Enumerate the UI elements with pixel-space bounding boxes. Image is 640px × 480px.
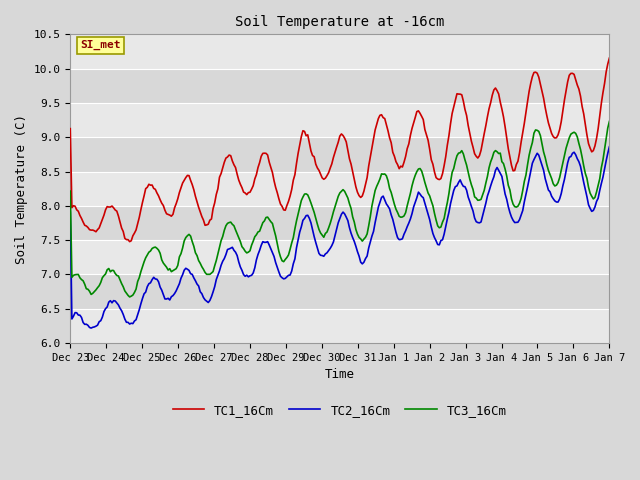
TC1_16Cm xyxy=(126,239,134,244)
Bar xyxy=(70,35,609,69)
TC1_16Cm xyxy=(77,216,85,221)
TC3_16Cm xyxy=(605,119,613,124)
TC3_16Cm xyxy=(497,150,504,156)
TC1_16Cm xyxy=(67,126,74,132)
Bar xyxy=(70,275,609,309)
Text: SI_met: SI_met xyxy=(80,40,120,50)
TC2_16Cm xyxy=(67,209,74,215)
TC3_16Cm xyxy=(126,294,134,300)
Bar xyxy=(70,240,609,275)
TC3_16Cm xyxy=(235,235,243,240)
Bar xyxy=(70,309,609,343)
TC2_16Cm xyxy=(479,213,486,218)
TC2_16Cm xyxy=(605,144,613,150)
Line: TC2_16Cm: TC2_16Cm xyxy=(70,147,609,328)
TC2_16Cm xyxy=(77,314,85,320)
TC3_16Cm xyxy=(490,149,498,155)
TC2_16Cm xyxy=(490,174,498,180)
TC3_16Cm xyxy=(365,223,372,228)
Bar xyxy=(70,69,609,103)
TC3_16Cm xyxy=(479,192,486,198)
Bar xyxy=(70,137,609,171)
TC3_16Cm xyxy=(77,276,85,282)
X-axis label: Time: Time xyxy=(325,368,355,381)
Legend: TC1_16Cm, TC2_16Cm, TC3_16Cm: TC1_16Cm, TC2_16Cm, TC3_16Cm xyxy=(168,399,512,421)
Bar xyxy=(70,103,609,137)
Line: TC3_16Cm: TC3_16Cm xyxy=(70,121,609,297)
TC1_16Cm xyxy=(235,177,243,183)
Y-axis label: Soil Temperature (C): Soil Temperature (C) xyxy=(15,114,28,264)
TC2_16Cm xyxy=(235,259,243,265)
TC2_16Cm xyxy=(497,170,504,176)
Bar xyxy=(70,206,609,240)
Bar xyxy=(70,171,609,206)
TC1_16Cm xyxy=(490,87,498,93)
Line: TC1_16Cm: TC1_16Cm xyxy=(70,58,609,241)
TC1_16Cm xyxy=(365,163,372,169)
TC2_16Cm xyxy=(87,325,95,331)
TC1_16Cm xyxy=(605,55,613,61)
TC1_16Cm xyxy=(479,139,486,144)
TC1_16Cm xyxy=(497,99,504,105)
TC2_16Cm xyxy=(365,245,372,251)
TC3_16Cm xyxy=(67,188,74,194)
Title: Soil Temperature at -16cm: Soil Temperature at -16cm xyxy=(235,15,445,29)
